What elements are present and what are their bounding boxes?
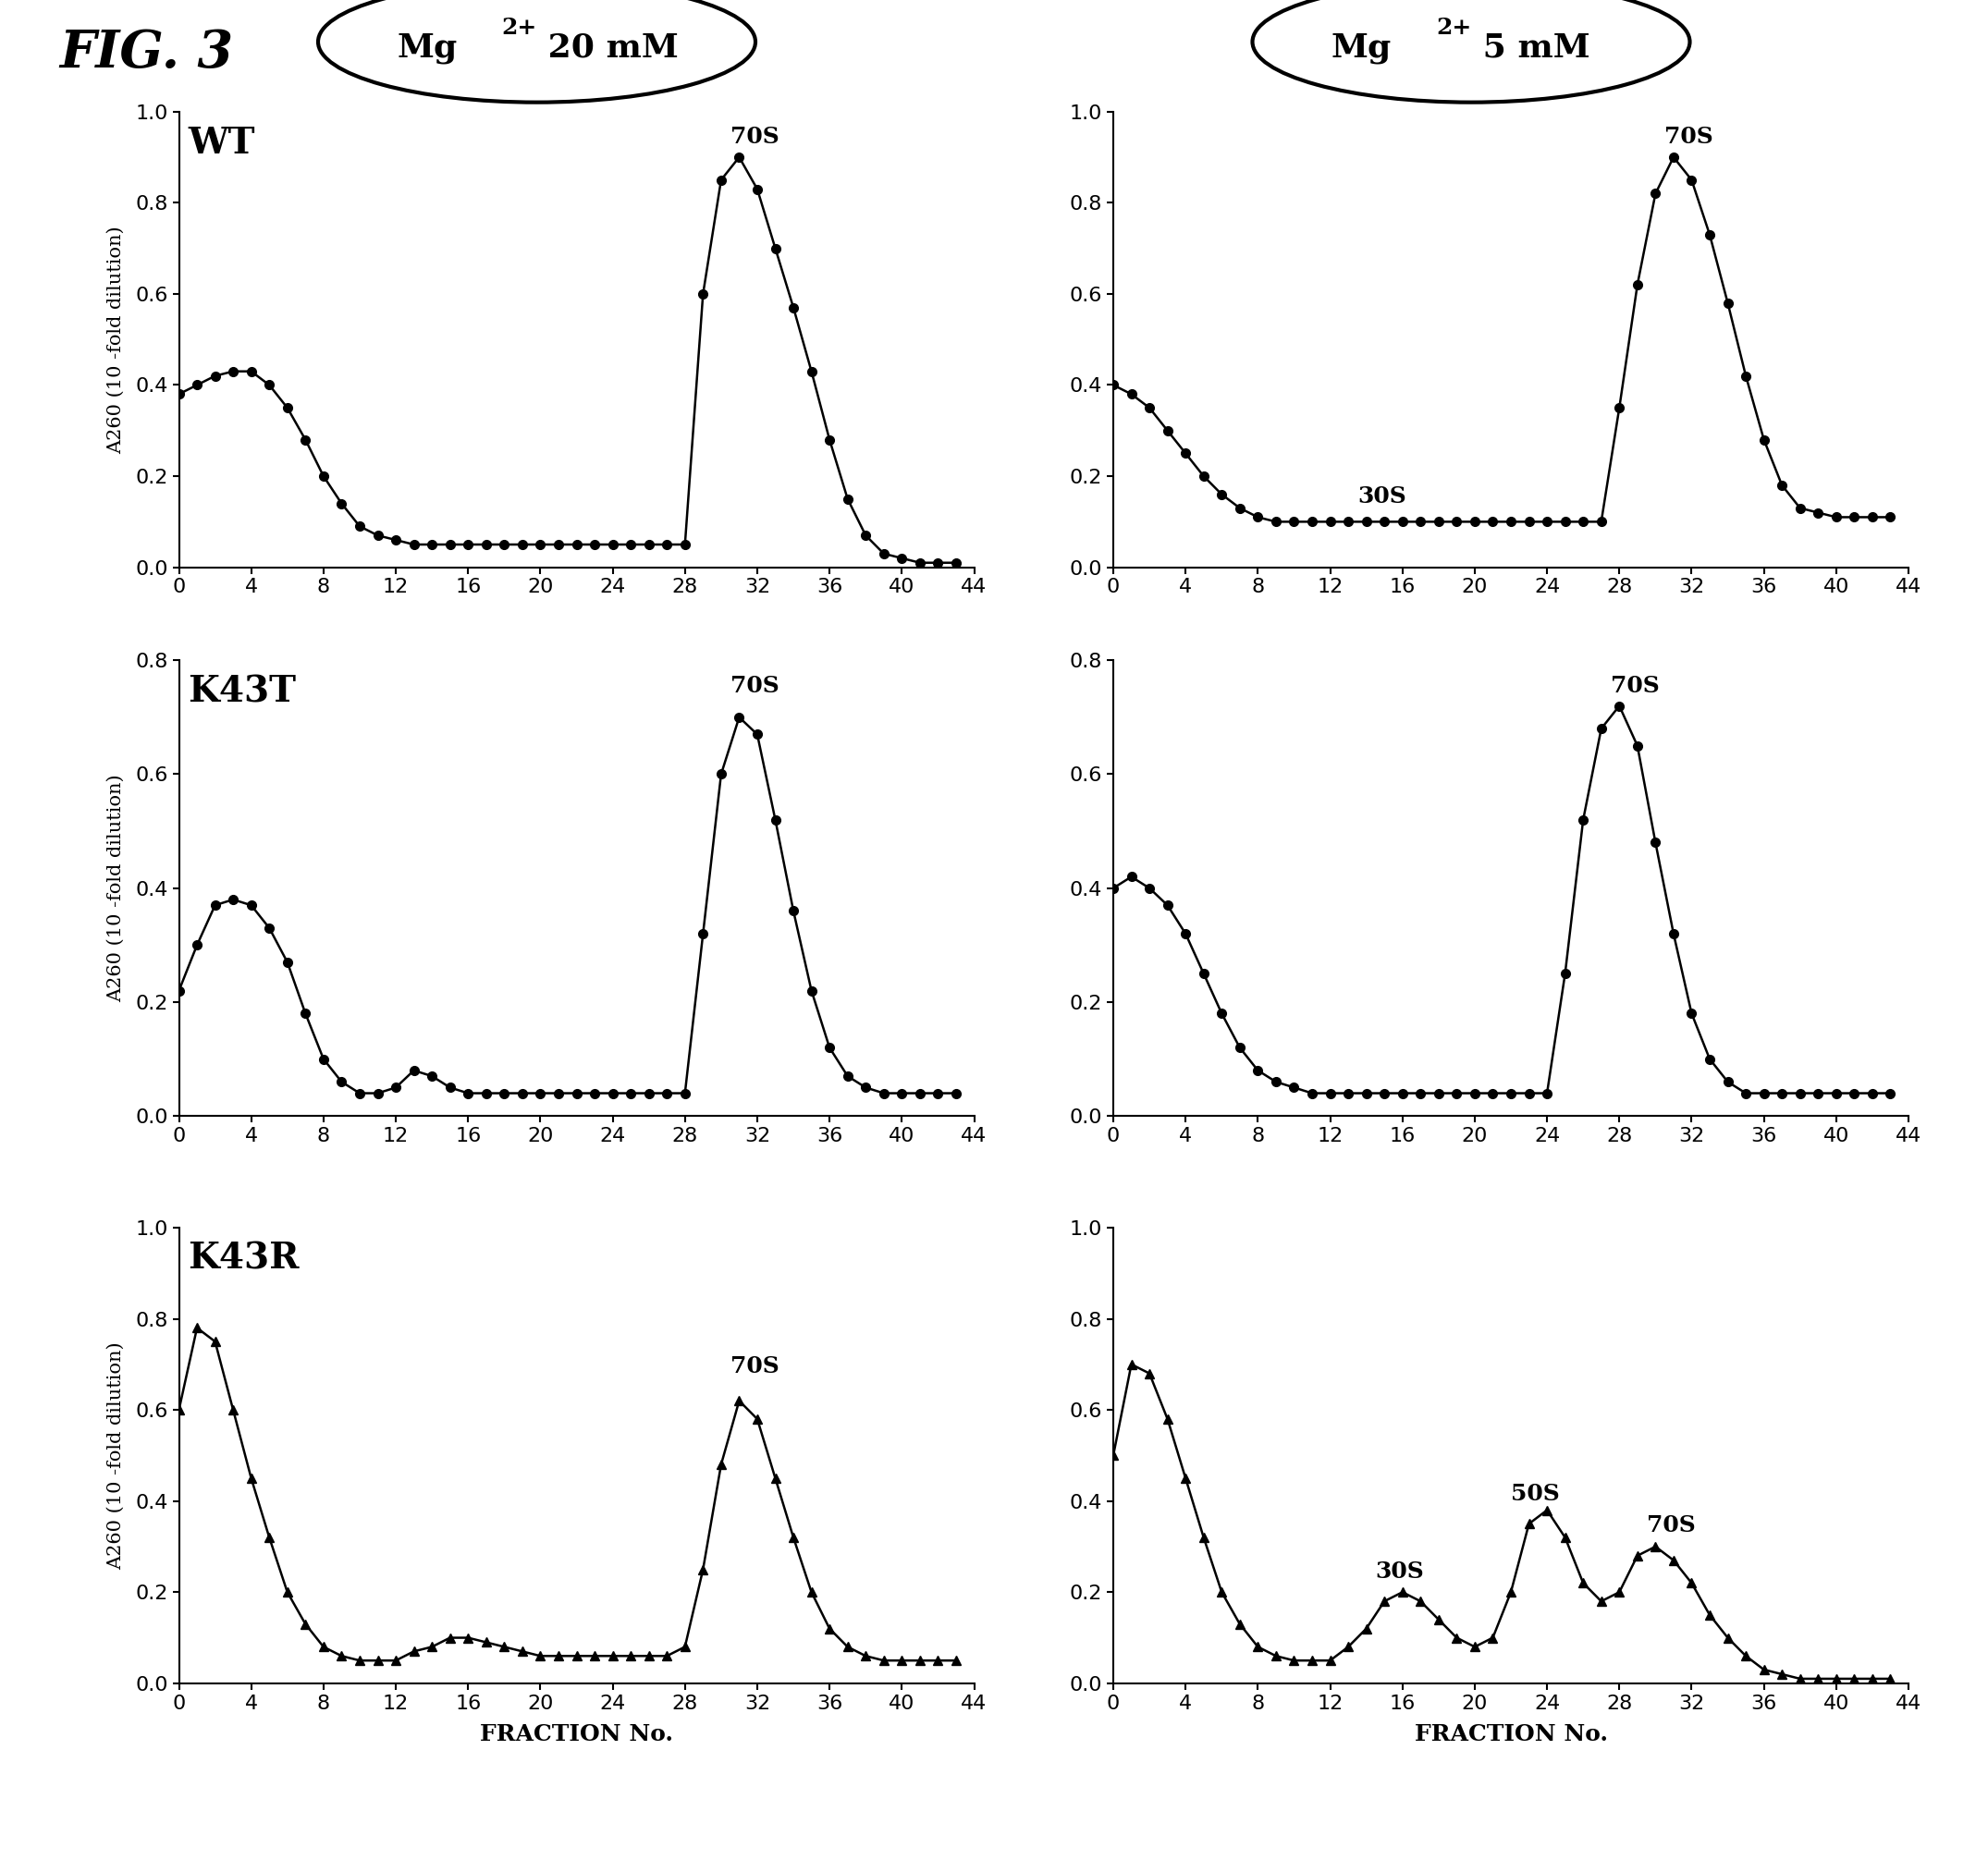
Y-axis label: A260 (10 -fold dilution): A260 (10 -fold dilution) bbox=[107, 774, 125, 1003]
Text: WT: WT bbox=[189, 125, 254, 160]
Text: 50S: 50S bbox=[1511, 1482, 1561, 1505]
Text: 30S: 30S bbox=[1376, 1561, 1423, 1583]
Text: K43R: K43R bbox=[189, 1241, 300, 1276]
Text: Mg: Mg bbox=[1332, 32, 1392, 63]
Text: FIG. 3: FIG. 3 bbox=[60, 28, 235, 78]
Text: 2+: 2+ bbox=[1435, 17, 1471, 39]
Text: 70S: 70S bbox=[730, 125, 779, 147]
Text: 70S: 70S bbox=[1664, 125, 1714, 147]
Y-axis label: A260 (10 -fold dilution): A260 (10 -fold dilution) bbox=[107, 225, 125, 454]
Text: 70S: 70S bbox=[730, 675, 779, 698]
X-axis label: FRACTION No.: FRACTION No. bbox=[1413, 1722, 1608, 1745]
X-axis label: FRACTION No.: FRACTION No. bbox=[479, 1722, 674, 1745]
Text: Mg: Mg bbox=[398, 32, 457, 63]
Text: 70S: 70S bbox=[1610, 675, 1660, 698]
Text: 70S: 70S bbox=[1646, 1514, 1696, 1536]
Text: 70S: 70S bbox=[730, 1356, 779, 1378]
Y-axis label: A260 (10 -fold dilution): A260 (10 -fold dilution) bbox=[107, 1341, 125, 1570]
Text: 30S: 30S bbox=[1358, 485, 1406, 508]
Text: 2+: 2+ bbox=[501, 17, 537, 39]
Text: 5 mM: 5 mM bbox=[1471, 32, 1590, 63]
Text: K43T: K43T bbox=[189, 673, 296, 709]
Text: 20 mM: 20 mM bbox=[537, 32, 680, 63]
